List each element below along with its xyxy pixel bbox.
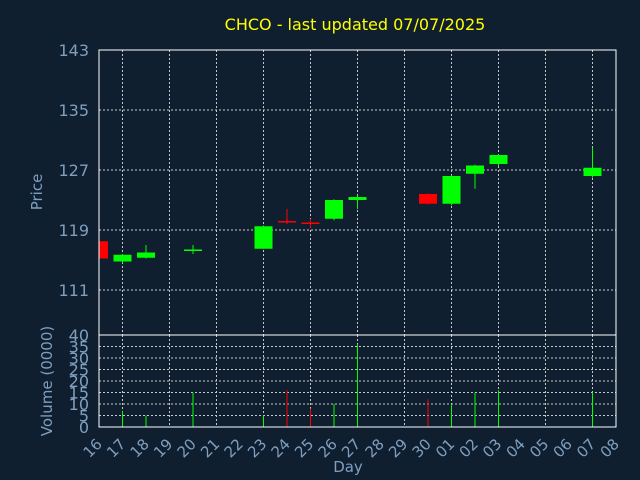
x-tick-label: 01: [432, 435, 458, 461]
volume-tick-label: 5: [79, 407, 89, 426]
x-tick-label: 23: [244, 435, 270, 461]
x-tick-label: 28: [362, 435, 388, 461]
chart-title: CHCO - last updated 07/07/2025: [225, 15, 486, 34]
candle-body: [254, 226, 273, 249]
x-tick-label: 22: [221, 435, 247, 461]
x-tick-label: 25: [291, 435, 317, 461]
volume-tick-label: 10: [69, 395, 89, 414]
x-tick-label: 30: [409, 435, 435, 461]
candle-body: [99, 241, 108, 259]
x-tick-label: 04: [503, 435, 529, 461]
volume-axis-label: Volume (0000): [38, 326, 56, 436]
candle-body: [419, 194, 437, 204]
x-tick-label: 17: [103, 435, 129, 461]
candle-body: [489, 155, 508, 164]
x-tick-label: 16: [80, 435, 106, 461]
x-tick-label: 21: [197, 435, 223, 461]
candle-body: [583, 167, 602, 176]
x-tick-label: 18: [127, 435, 153, 461]
price-axis-label: Price: [28, 174, 46, 211]
volume-tick-label: 25: [69, 361, 89, 380]
price-tick-label: 127: [58, 161, 89, 180]
price-grid: [99, 49, 616, 335]
candle-body: [466, 165, 484, 174]
candle-body: [301, 222, 320, 224]
candle-body: [348, 197, 367, 200]
x-tick-label: 07: [573, 435, 599, 461]
candles-layer: [98, 147, 602, 263]
x-tick-label: 08: [597, 435, 623, 461]
x-tick-label: 20: [174, 435, 200, 461]
volume-tick-label: 40: [69, 326, 89, 345]
candle-body: [137, 252, 155, 258]
x-tick-label: 03: [479, 435, 505, 461]
volume-bars-layer: [122, 344, 593, 427]
x-tick-label: 29: [385, 435, 411, 461]
price-tick-label: 111: [58, 281, 89, 300]
volume-panel-frame: [98, 334, 617, 428]
price-tick-label: 135: [58, 101, 89, 120]
x-tick-label: 05: [526, 435, 552, 461]
price-tick-label: 119: [58, 221, 89, 240]
volume-tick-label: 15: [69, 384, 89, 403]
candle-body: [184, 249, 202, 251]
price-tick-label: 143: [58, 41, 89, 60]
x-tick-labels: 1617181920212223242526272829300102030405…: [80, 435, 623, 461]
x-axis-label: Day: [333, 458, 363, 476]
volume-tick-label: 0: [79, 418, 89, 437]
price-tick-labels: 143 135 127 119 111: [58, 41, 89, 300]
x-tick-label: 02: [456, 435, 482, 461]
candle-body: [113, 254, 132, 262]
x-tick-label: 24: [268, 435, 294, 461]
candle-body: [278, 221, 296, 223]
candle-body: [442, 176, 461, 204]
volume-tick-label: 20: [69, 372, 89, 391]
volume-tick-label: 30: [69, 349, 89, 368]
volume-tick-label: 35: [69, 338, 89, 357]
x-tick-label: 06: [550, 435, 576, 461]
price-panel-frame: [98, 49, 617, 336]
candle-body: [325, 200, 343, 219]
x-tick-label: 19: [150, 435, 176, 461]
